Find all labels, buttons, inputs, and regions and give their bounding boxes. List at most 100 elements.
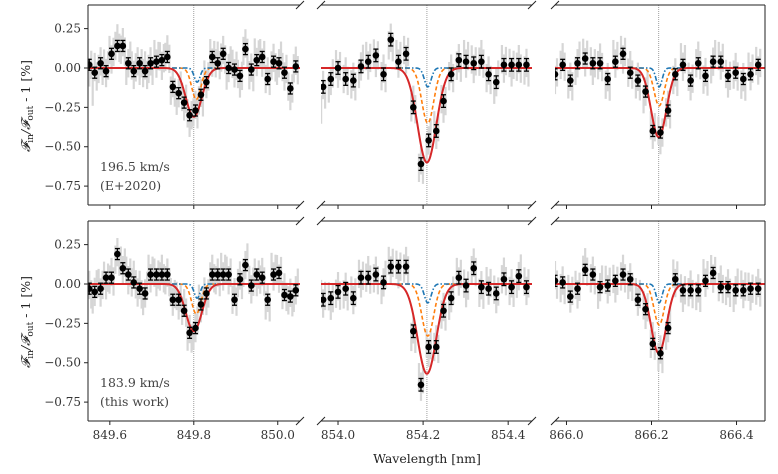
data-point bbox=[555, 274, 559, 288]
data-point bbox=[153, 55, 160, 68]
data-marker bbox=[567, 77, 574, 84]
data-marker bbox=[485, 70, 492, 78]
data-point bbox=[372, 267, 380, 282]
data-marker bbox=[492, 78, 500, 86]
data-point bbox=[470, 56, 478, 71]
axis-break-mark bbox=[527, 216, 537, 226]
data-point bbox=[612, 55, 619, 68]
plot-area bbox=[555, 221, 765, 421]
data-marker bbox=[372, 52, 380, 59]
y-tick-label: 0.25 bbox=[54, 238, 81, 252]
data-marker bbox=[702, 72, 709, 80]
data-marker bbox=[186, 111, 193, 119]
data-marker bbox=[197, 301, 205, 308]
data-point bbox=[242, 258, 249, 272]
data-marker bbox=[364, 274, 372, 281]
data-marker bbox=[664, 324, 672, 332]
data-marker bbox=[253, 271, 261, 278]
x-tick-label: 866.4 bbox=[719, 428, 754, 442]
data-point bbox=[425, 133, 432, 148]
data-point bbox=[732, 284, 739, 297]
data-point bbox=[425, 340, 432, 354]
data-marker bbox=[158, 56, 166, 64]
ylabel-mid: /𝓕 bbox=[18, 116, 33, 135]
data-point bbox=[175, 293, 182, 306]
data-marker bbox=[589, 59, 597, 67]
data-marker bbox=[97, 59, 104, 67]
data-point bbox=[387, 32, 395, 47]
axis-break-mark bbox=[295, 416, 305, 426]
data-marker bbox=[219, 50, 227, 58]
data-point bbox=[626, 66, 634, 79]
data-point bbox=[402, 259, 410, 274]
data-marker bbox=[91, 288, 99, 296]
data-point bbox=[114, 39, 121, 53]
data-point bbox=[717, 280, 725, 294]
data-marker bbox=[248, 66, 255, 73]
data-point bbox=[231, 293, 238, 306]
data-point bbox=[478, 280, 485, 295]
data-point bbox=[292, 60, 300, 73]
data-marker bbox=[649, 340, 657, 348]
data-marker bbox=[687, 286, 694, 294]
data-marker bbox=[380, 279, 387, 286]
x-tick-label: 854.0 bbox=[321, 428, 355, 442]
axis-break-mark bbox=[316, 0, 326, 10]
data-marker bbox=[747, 285, 754, 293]
data-marker bbox=[236, 275, 244, 283]
data-point bbox=[740, 284, 747, 297]
data-point bbox=[596, 57, 604, 70]
data-point bbox=[402, 46, 410, 61]
data-point bbox=[186, 326, 193, 339]
data-marker bbox=[175, 296, 182, 304]
data-marker bbox=[357, 63, 365, 70]
data-marker bbox=[102, 67, 110, 75]
data-point bbox=[515, 57, 523, 72]
data-marker bbox=[292, 63, 300, 70]
data-point bbox=[462, 54, 470, 69]
data-point bbox=[91, 285, 99, 299]
x-tick-label: 854.2 bbox=[406, 428, 440, 442]
data-marker bbox=[147, 271, 154, 278]
data-marker bbox=[402, 263, 410, 270]
axis-break-mark bbox=[550, 200, 560, 210]
data-marker bbox=[470, 59, 478, 67]
data-point bbox=[447, 291, 455, 306]
data-marker bbox=[197, 91, 205, 99]
data-marker bbox=[596, 283, 604, 291]
y-axis-label-bottom: 𝓕in/𝓕out - 1 [%] bbox=[18, 276, 36, 368]
data-point bbox=[559, 58, 566, 72]
data-point bbox=[327, 72, 335, 86]
data-point bbox=[432, 124, 440, 138]
data-point bbox=[253, 53, 261, 67]
data-marker bbox=[203, 78, 210, 86]
data-marker bbox=[523, 61, 530, 69]
data-marker bbox=[455, 56, 463, 64]
data-point bbox=[395, 54, 402, 69]
plot-area bbox=[321, 5, 532, 205]
data-point bbox=[694, 284, 702, 297]
data-point bbox=[604, 279, 612, 292]
data-point bbox=[180, 96, 188, 109]
axis-break-mark bbox=[295, 200, 305, 210]
data-marker bbox=[91, 69, 99, 77]
data-point bbox=[147, 57, 154, 70]
data-marker bbox=[492, 290, 500, 297]
data-marker bbox=[732, 69, 739, 77]
y-tick-label: 0.25 bbox=[54, 22, 81, 36]
data-point bbox=[440, 303, 447, 318]
data-point bbox=[462, 278, 470, 293]
data-marker bbox=[462, 58, 470, 65]
data-marker bbox=[264, 296, 271, 304]
data-point bbox=[709, 55, 717, 68]
data-point bbox=[258, 50, 266, 64]
data-marker bbox=[321, 83, 327, 91]
data-point bbox=[694, 57, 702, 70]
data-marker bbox=[581, 55, 589, 62]
data-point bbox=[334, 61, 342, 75]
data-marker bbox=[350, 77, 357, 84]
data-marker bbox=[478, 58, 485, 65]
data-point bbox=[102, 64, 110, 78]
data-marker bbox=[164, 271, 171, 278]
